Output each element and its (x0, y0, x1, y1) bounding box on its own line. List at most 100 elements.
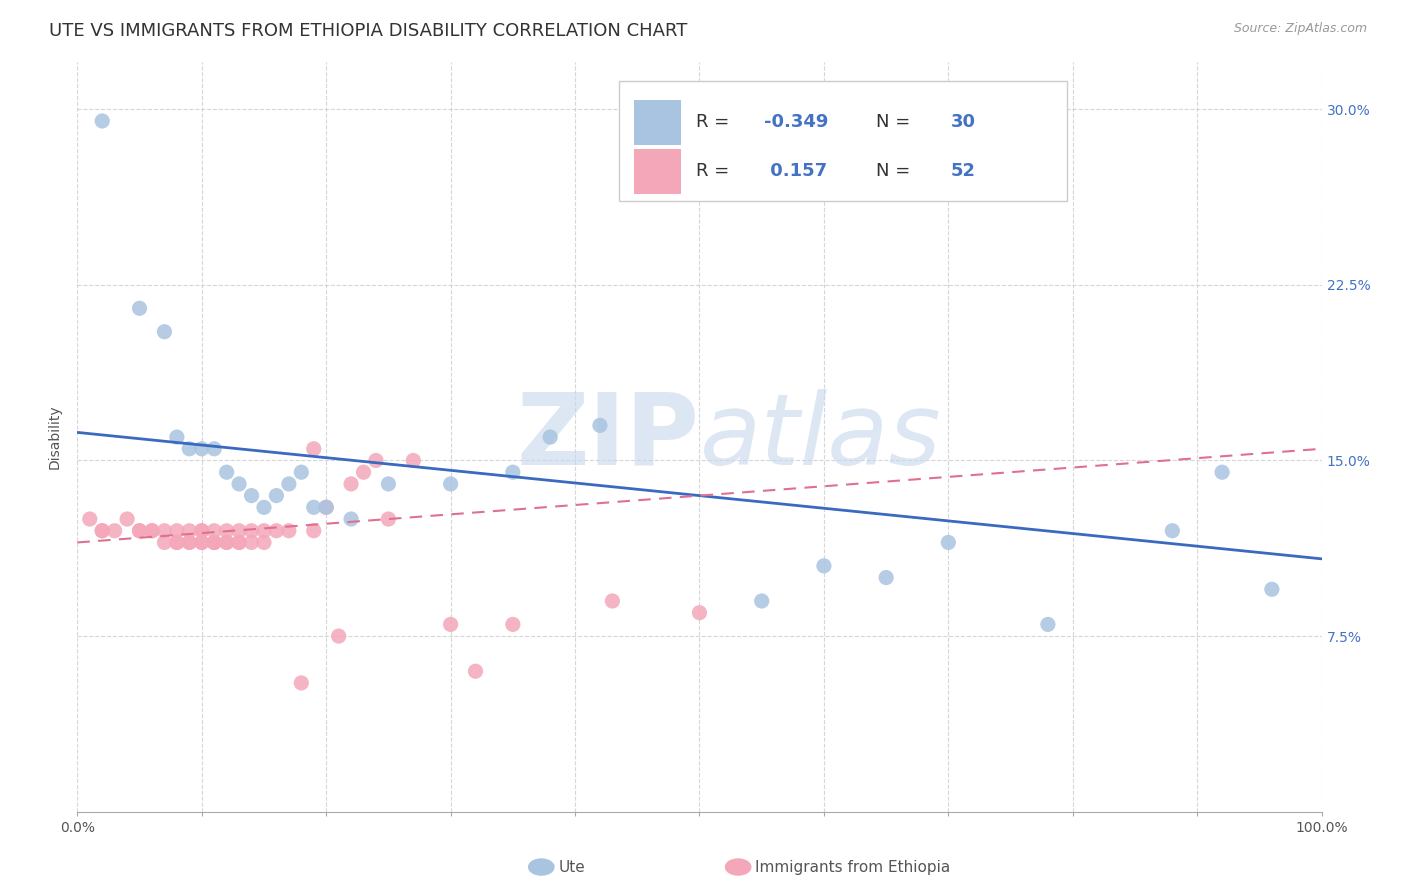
Point (290, 676, 312, 690)
Point (302, 442, 325, 456)
Point (377, 476, 399, 491)
Point (115, 512, 138, 526)
Point (1261, 582, 1284, 597)
Point (141, 524, 163, 538)
Point (179, 535, 201, 549)
Point (128, 524, 150, 538)
Point (202, 535, 225, 549)
Text: N =: N = (876, 113, 917, 131)
Point (353, 465, 375, 479)
Point (240, 489, 263, 503)
Point (215, 535, 238, 549)
Point (340, 512, 363, 526)
Point (228, 524, 250, 538)
Point (91, 114, 114, 128)
Point (128, 301, 150, 316)
Point (302, 500, 325, 515)
Point (240, 524, 263, 538)
Point (166, 524, 188, 538)
Y-axis label: Disability: Disability (48, 405, 62, 469)
Point (1161, 524, 1184, 538)
Point (439, 476, 461, 491)
Point (215, 465, 238, 479)
Point (166, 535, 188, 549)
Text: Immigrants from Ethiopia: Immigrants from Ethiopia (755, 860, 950, 874)
Point (153, 325, 176, 339)
Text: 52: 52 (950, 162, 976, 180)
Point (166, 535, 188, 549)
Text: 30: 30 (950, 113, 976, 131)
Point (936, 535, 959, 549)
Point (402, 453, 425, 467)
Point (166, 430, 188, 444)
Point (1211, 465, 1233, 479)
Point (751, 594, 773, 608)
Point (91, 524, 114, 538)
Point (91, 524, 114, 538)
Bar (634, 149, 681, 194)
Point (128, 524, 150, 538)
Point (689, 606, 711, 620)
Point (228, 476, 250, 491)
Bar (634, 100, 681, 145)
Point (179, 524, 201, 538)
Point (340, 476, 363, 491)
Point (191, 524, 214, 538)
Point (502, 617, 524, 632)
Text: N =: N = (876, 162, 917, 180)
Point (191, 442, 214, 456)
Point (364, 453, 387, 467)
Text: UTE VS IMMIGRANTS FROM ETHIOPIA DISABILITY CORRELATION CHART: UTE VS IMMIGRANTS FROM ETHIOPIA DISABILI… (49, 22, 688, 40)
Text: 0.157: 0.157 (765, 162, 827, 180)
Text: Ute: Ute (558, 860, 585, 874)
Point (191, 524, 214, 538)
Text: R =: R = (696, 113, 735, 131)
Point (202, 535, 225, 549)
Point (179, 535, 201, 549)
Point (104, 524, 127, 538)
Point (153, 535, 176, 549)
Point (315, 500, 337, 515)
Text: R =: R = (696, 162, 735, 180)
Point (464, 664, 486, 679)
Point (290, 465, 312, 479)
Point (538, 430, 561, 444)
Point (302, 524, 325, 538)
Point (228, 535, 250, 549)
Point (228, 535, 250, 549)
Text: ZIP: ZIP (516, 389, 700, 485)
Text: atlas: atlas (700, 389, 941, 485)
Point (266, 489, 288, 503)
Point (202, 535, 225, 549)
Point (266, 524, 288, 538)
Point (439, 617, 461, 632)
Point (813, 558, 835, 573)
Point (377, 512, 399, 526)
Point (215, 524, 238, 538)
Point (277, 524, 299, 538)
Point (191, 535, 214, 549)
Point (589, 418, 612, 433)
Point (191, 535, 214, 549)
Point (328, 629, 350, 643)
Point (141, 524, 163, 538)
Text: Source: ZipAtlas.com: Source: ZipAtlas.com (1233, 22, 1367, 36)
Point (215, 535, 238, 549)
Point (153, 524, 176, 538)
Point (240, 535, 263, 549)
Point (202, 524, 225, 538)
Point (602, 594, 624, 608)
Point (253, 500, 276, 515)
Point (315, 500, 337, 515)
Point (253, 524, 276, 538)
Point (79, 512, 101, 526)
Point (179, 442, 201, 456)
Point (277, 476, 299, 491)
Point (502, 465, 524, 479)
Text: -0.349: -0.349 (765, 113, 828, 131)
FancyBboxPatch shape (619, 81, 1067, 201)
Point (1036, 617, 1059, 632)
Point (253, 535, 276, 549)
Point (202, 442, 225, 456)
Point (875, 571, 897, 585)
